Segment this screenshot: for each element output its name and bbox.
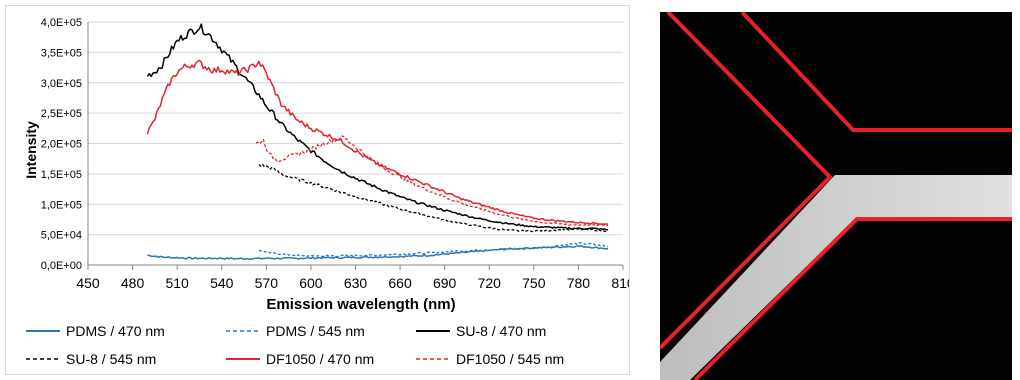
series-line-4 bbox=[146, 59, 609, 226]
series-line-3 bbox=[258, 163, 609, 233]
x-tick-label: 600 bbox=[299, 275, 323, 291]
legend-item: DF1050 / 545 nm bbox=[414, 349, 564, 369]
y-tick-label: 4,0E+05 bbox=[41, 17, 82, 29]
legend-swatch bbox=[416, 358, 450, 360]
y-axis-label: Intensity bbox=[23, 121, 39, 179]
y-tick-label: 2,5E+05 bbox=[41, 108, 82, 120]
legend-label: SU-8 / 545 nm bbox=[66, 351, 157, 367]
legend-label: SU-8 / 470 nm bbox=[456, 323, 547, 339]
x-tick-label: 750 bbox=[522, 275, 546, 291]
x-tick-label: 810 bbox=[611, 275, 629, 291]
x-tick-label: 510 bbox=[165, 275, 189, 291]
y-tick-label: 5,0E+04 bbox=[41, 230, 82, 242]
series-line-2 bbox=[146, 23, 609, 231]
legend-label: DF1050 / 545 nm bbox=[456, 351, 565, 367]
legend-item: SU-8 / 545 nm bbox=[24, 349, 156, 369]
x-tick-label: 690 bbox=[433, 275, 457, 291]
y-tick-label: 2,0E+05 bbox=[41, 139, 82, 151]
legend-label: PDMS / 545 nm bbox=[266, 323, 365, 339]
micrograph-image bbox=[660, 12, 1012, 380]
microchannel-micrograph bbox=[660, 12, 1012, 380]
x-tick-label: 480 bbox=[121, 275, 145, 291]
legend-item: SU-8 / 470 nm bbox=[414, 321, 546, 341]
x-tick-label: 570 bbox=[255, 275, 279, 291]
legend-item: PDMS / 545 nm bbox=[224, 321, 365, 341]
legend-swatch bbox=[26, 358, 60, 360]
legend-swatch bbox=[416, 330, 450, 332]
x-tick-label: 660 bbox=[388, 275, 412, 291]
x-tick-label: 720 bbox=[478, 275, 502, 291]
fluorescent-channel bbox=[660, 175, 1012, 380]
axes bbox=[87, 22, 624, 270]
emission-spectra-chart: 0,0E+00 5,0E+04 1,0E+05 1,5E+05 2,0E+05 2,5E+… bbox=[23, 17, 629, 313]
chart-legend: PDMS / 470 nm PDMS / 545 nm SU-8 / 470 n… bbox=[14, 316, 624, 376]
legend-label: DF1050 / 470 nm bbox=[266, 351, 375, 367]
channel-wall-left bbox=[660, 12, 833, 350]
legend-swatch bbox=[26, 330, 60, 332]
y-tick-label: 0,0E+00 bbox=[41, 260, 82, 272]
x-tick-label: 780 bbox=[567, 275, 591, 291]
x-tick-label: 450 bbox=[76, 275, 100, 291]
y-tick-label: 1,5E+05 bbox=[41, 169, 82, 181]
y-tick-label: 3,0E+05 bbox=[41, 78, 82, 90]
tick-labels: 0,0E+00 5,0E+04 1,0E+05 1,5E+05 2,0E+05 2,5E+… bbox=[41, 17, 629, 291]
chart-panel: 0,0E+00 5,0E+04 1,0E+05 1,5E+05 2,0E+05 2,5E+… bbox=[5, 5, 630, 375]
series-line-5 bbox=[255, 135, 609, 227]
legend-item: DF1050 / 470 nm bbox=[224, 349, 374, 369]
x-axis-label: Emission wavelength (nm) bbox=[266, 296, 455, 313]
x-tick-label: 630 bbox=[344, 275, 368, 291]
legend-swatch bbox=[226, 330, 260, 332]
gridlines bbox=[88, 21, 623, 236]
series-line-0 bbox=[147, 245, 609, 261]
x-tick-label: 540 bbox=[210, 275, 234, 291]
legend-swatch bbox=[226, 358, 260, 360]
channel-wall-upper bbox=[740, 12, 1012, 132]
series-line-1 bbox=[258, 241, 609, 258]
legend-label: PDMS / 470 nm bbox=[66, 323, 165, 339]
y-tick-label: 1,0E+05 bbox=[41, 199, 82, 211]
series-lines bbox=[146, 23, 609, 261]
legend-item: PDMS / 470 nm bbox=[24, 321, 165, 341]
y-tick-label: 3,5E+05 bbox=[41, 47, 82, 59]
channel-wall-lower bbox=[693, 217, 1012, 380]
